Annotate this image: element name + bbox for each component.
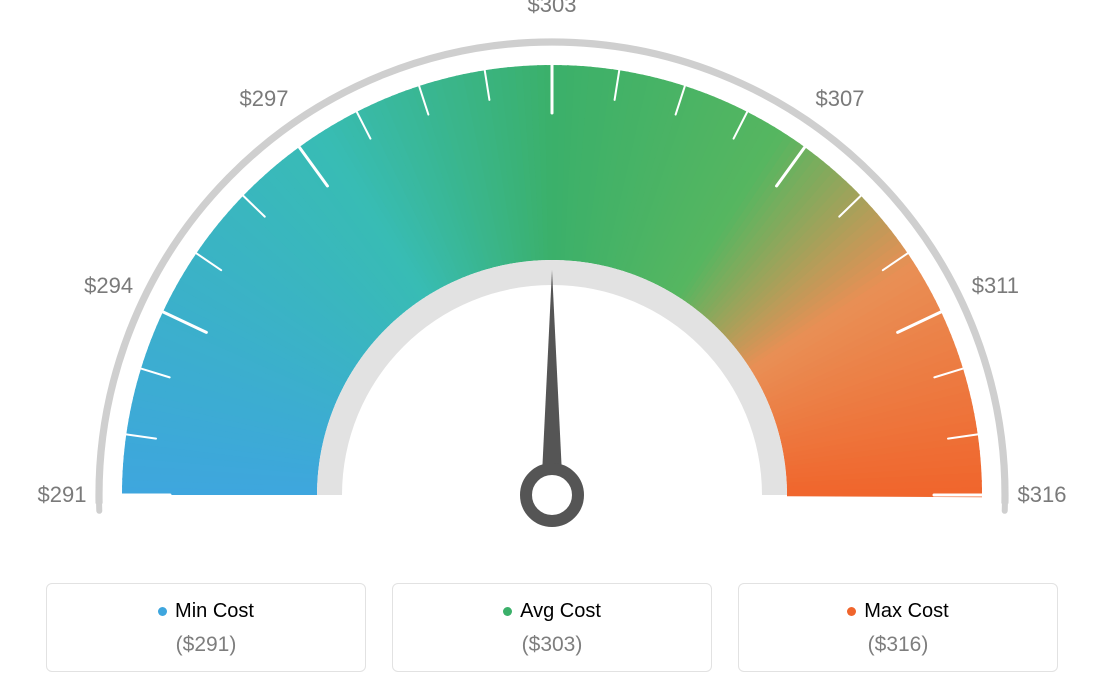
gauge-svg <box>0 0 1104 560</box>
legend-label: Min Cost <box>175 600 254 623</box>
legend-box-min: Min Cost ($291) <box>46 583 366 672</box>
legend-box-avg: Avg Cost ($303) <box>392 583 712 672</box>
gauge-tick-label: $311 <box>972 273 1019 299</box>
dot-icon <box>847 607 856 616</box>
gauge-tick-label: $294 <box>84 273 133 299</box>
gauge-tick-label: $307 <box>816 86 865 112</box>
legend-label: Max Cost <box>864 600 948 623</box>
legend-value: ($291) <box>47 633 365 657</box>
legend-box-max: Max Cost ($316) <box>738 583 1058 672</box>
legend-title-max: Max Cost <box>847 600 948 623</box>
legend-value: ($316) <box>739 633 1057 657</box>
gauge-chart: $291 $294 $297 $303 $307 $311 $316 <box>0 0 1104 560</box>
legend-title-avg: Avg Cost <box>503 600 601 623</box>
gauge-tick-label: $316 <box>1018 482 1067 508</box>
legend-value: ($303) <box>393 633 711 657</box>
dot-icon <box>158 607 167 616</box>
legend-title-min: Min Cost <box>158 600 254 623</box>
gauge-tick-label: $303 <box>528 0 577 18</box>
dot-icon <box>503 607 512 616</box>
legend-row: Min Cost ($291) Avg Cost ($303) Max Cost… <box>0 583 1104 672</box>
gauge-tick-label: $297 <box>240 86 289 112</box>
legend-label: Avg Cost <box>520 600 601 623</box>
gauge-tick-label: $291 <box>38 482 87 508</box>
